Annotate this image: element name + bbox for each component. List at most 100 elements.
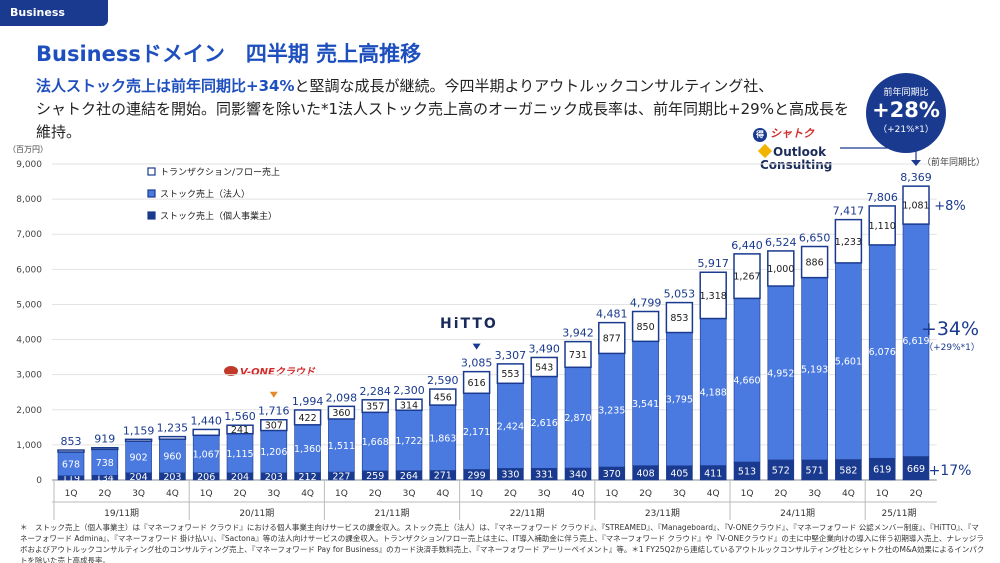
segment-label: 513 xyxy=(738,466,756,477)
y-tick-label: 0 xyxy=(36,476,42,486)
bar-segment xyxy=(361,399,389,414)
segment-label: 2,870 xyxy=(564,413,591,424)
x-tick-label: 4Q xyxy=(842,489,855,499)
hitto-marker-icon xyxy=(472,343,481,350)
bar-segment xyxy=(395,398,423,412)
yoy-badge-value: +28% xyxy=(872,98,940,122)
legend-swatch xyxy=(147,189,156,198)
segment-label: 886 xyxy=(806,258,824,269)
x-tick-label: 1Q xyxy=(605,489,618,499)
bar-segment xyxy=(125,440,152,474)
vone-marker-icon xyxy=(269,391,278,398)
domain-tag: Business domain xyxy=(0,0,108,45)
yoy-label: +17% xyxy=(929,463,972,479)
y-tick-label: 8,000 xyxy=(16,195,42,205)
segment-label: 204 xyxy=(231,472,249,483)
consolidation-bracket xyxy=(840,147,917,162)
vone-logo-text: V-ONEクラウド xyxy=(240,367,315,378)
total-label: 5,053 xyxy=(664,288,696,301)
segment-label: 307 xyxy=(265,421,283,432)
segment-label: 357 xyxy=(366,402,384,413)
segment-label: 1,067 xyxy=(193,450,220,461)
bar-segment xyxy=(429,388,457,406)
down-arrow-icon xyxy=(911,160,921,166)
x-tick-label: 2Q xyxy=(234,489,247,499)
fiscal-year-label: 20/11期 xyxy=(239,508,274,519)
x-tick-label: 2Q xyxy=(910,489,923,499)
segment-label: 3,541 xyxy=(632,399,659,410)
bar-segment xyxy=(868,244,896,459)
y-tick-label: 4,000 xyxy=(16,336,42,346)
revenue-chart: 0 1,000 2,000 3,000 4,000 5,000 6,000 7,000 8,00… xyxy=(8,145,985,520)
page-title: Businessドメイン 四半期 売上高推移 xyxy=(36,42,422,66)
x-tick-label: 1Q xyxy=(470,489,483,499)
segment-label: 2,424 xyxy=(497,421,524,432)
bar-segment xyxy=(294,424,321,473)
x-tick-label: 2Q xyxy=(774,489,787,499)
x-tick-label: 1Q xyxy=(65,489,78,499)
legend-swatch xyxy=(147,167,156,176)
segment-label: 1,115 xyxy=(226,449,253,460)
segment-label: 330 xyxy=(501,470,519,481)
x-tick-label: 4Q xyxy=(572,489,585,499)
total-label: 2,300 xyxy=(393,384,425,397)
segment-label: 422 xyxy=(299,413,317,424)
segment-label: 1,000 xyxy=(767,264,794,275)
total-label: 7,806 xyxy=(866,191,898,204)
bar-segment xyxy=(564,340,592,369)
yoy-badge: 前年同期比 +28% （+21%*1） xyxy=(866,73,946,153)
segment-label: 340 xyxy=(569,470,587,481)
segment-label: 3,795 xyxy=(666,395,693,406)
x-tick-label: 1Q xyxy=(876,489,889,499)
bar-segment xyxy=(192,435,220,474)
segment-label: 1,081 xyxy=(902,201,929,212)
total-label: 3,942 xyxy=(562,327,594,340)
x-tick-label: 3Q xyxy=(673,489,686,499)
segment-label: 2,616 xyxy=(531,418,558,429)
footnote: ＊ ストック売上（個人事業主）は『マネーフォワード クラウド』における個人事業主… xyxy=(20,523,985,563)
total-label: 3,307 xyxy=(495,349,527,362)
segment-label: 212 xyxy=(299,472,317,483)
bar-segment xyxy=(598,321,626,355)
bar-segment xyxy=(699,271,727,320)
segment-label: 543 xyxy=(535,362,553,373)
outlook-logo-text: Outlook xyxy=(773,145,827,159)
segment-label: 360 xyxy=(332,408,350,419)
total-label: 5,917 xyxy=(697,257,729,270)
bar-segment xyxy=(767,250,795,287)
bar-segment xyxy=(124,438,153,442)
segment-label: 738 xyxy=(96,458,114,469)
segment-label: 1,233 xyxy=(835,237,862,248)
segment-label: 616 xyxy=(468,378,486,389)
segment-label: 203 xyxy=(163,472,181,483)
total-label: 1,159 xyxy=(123,424,155,437)
segment-label: 5,193 xyxy=(801,364,828,375)
segment-label: 1,863 xyxy=(429,433,456,444)
legend-label: ストック売上（法人） xyxy=(160,188,250,200)
bar-segment xyxy=(902,185,930,225)
segment-label: 1,206 xyxy=(260,447,287,458)
bar-segment xyxy=(260,418,288,432)
x-tick-label: 2Q xyxy=(639,489,652,499)
bar-segment xyxy=(665,301,694,334)
x-tick-label: 2Q xyxy=(98,489,111,499)
segment-label: 241 xyxy=(231,425,249,436)
shatoku-mark-icon: 得 xyxy=(753,128,767,142)
x-tick-label: 4Q xyxy=(707,489,720,499)
bar-segment xyxy=(293,409,322,426)
bar-segment xyxy=(564,366,592,469)
segment-label: 960 xyxy=(163,452,181,463)
x-tick-label: 3Q xyxy=(538,489,551,499)
total-label: 2,590 xyxy=(427,374,459,387)
hitto-logo: HiTTO xyxy=(440,316,498,332)
total-label: 8,369 xyxy=(900,171,932,184)
fiscal-year-label: 22/11期 xyxy=(510,508,545,519)
total-label: 6,650 xyxy=(799,232,831,245)
segment-label: 1,360 xyxy=(294,444,321,455)
legend-label: トランザクション/フロー売上 xyxy=(160,166,280,178)
segment-label: 134 xyxy=(96,473,114,484)
total-label: 3,085 xyxy=(461,357,493,370)
total-label: 4,799 xyxy=(630,297,662,310)
yoy-sub-label: （+29%*1） xyxy=(924,342,980,353)
x-tick-label: 4Q xyxy=(166,489,179,499)
